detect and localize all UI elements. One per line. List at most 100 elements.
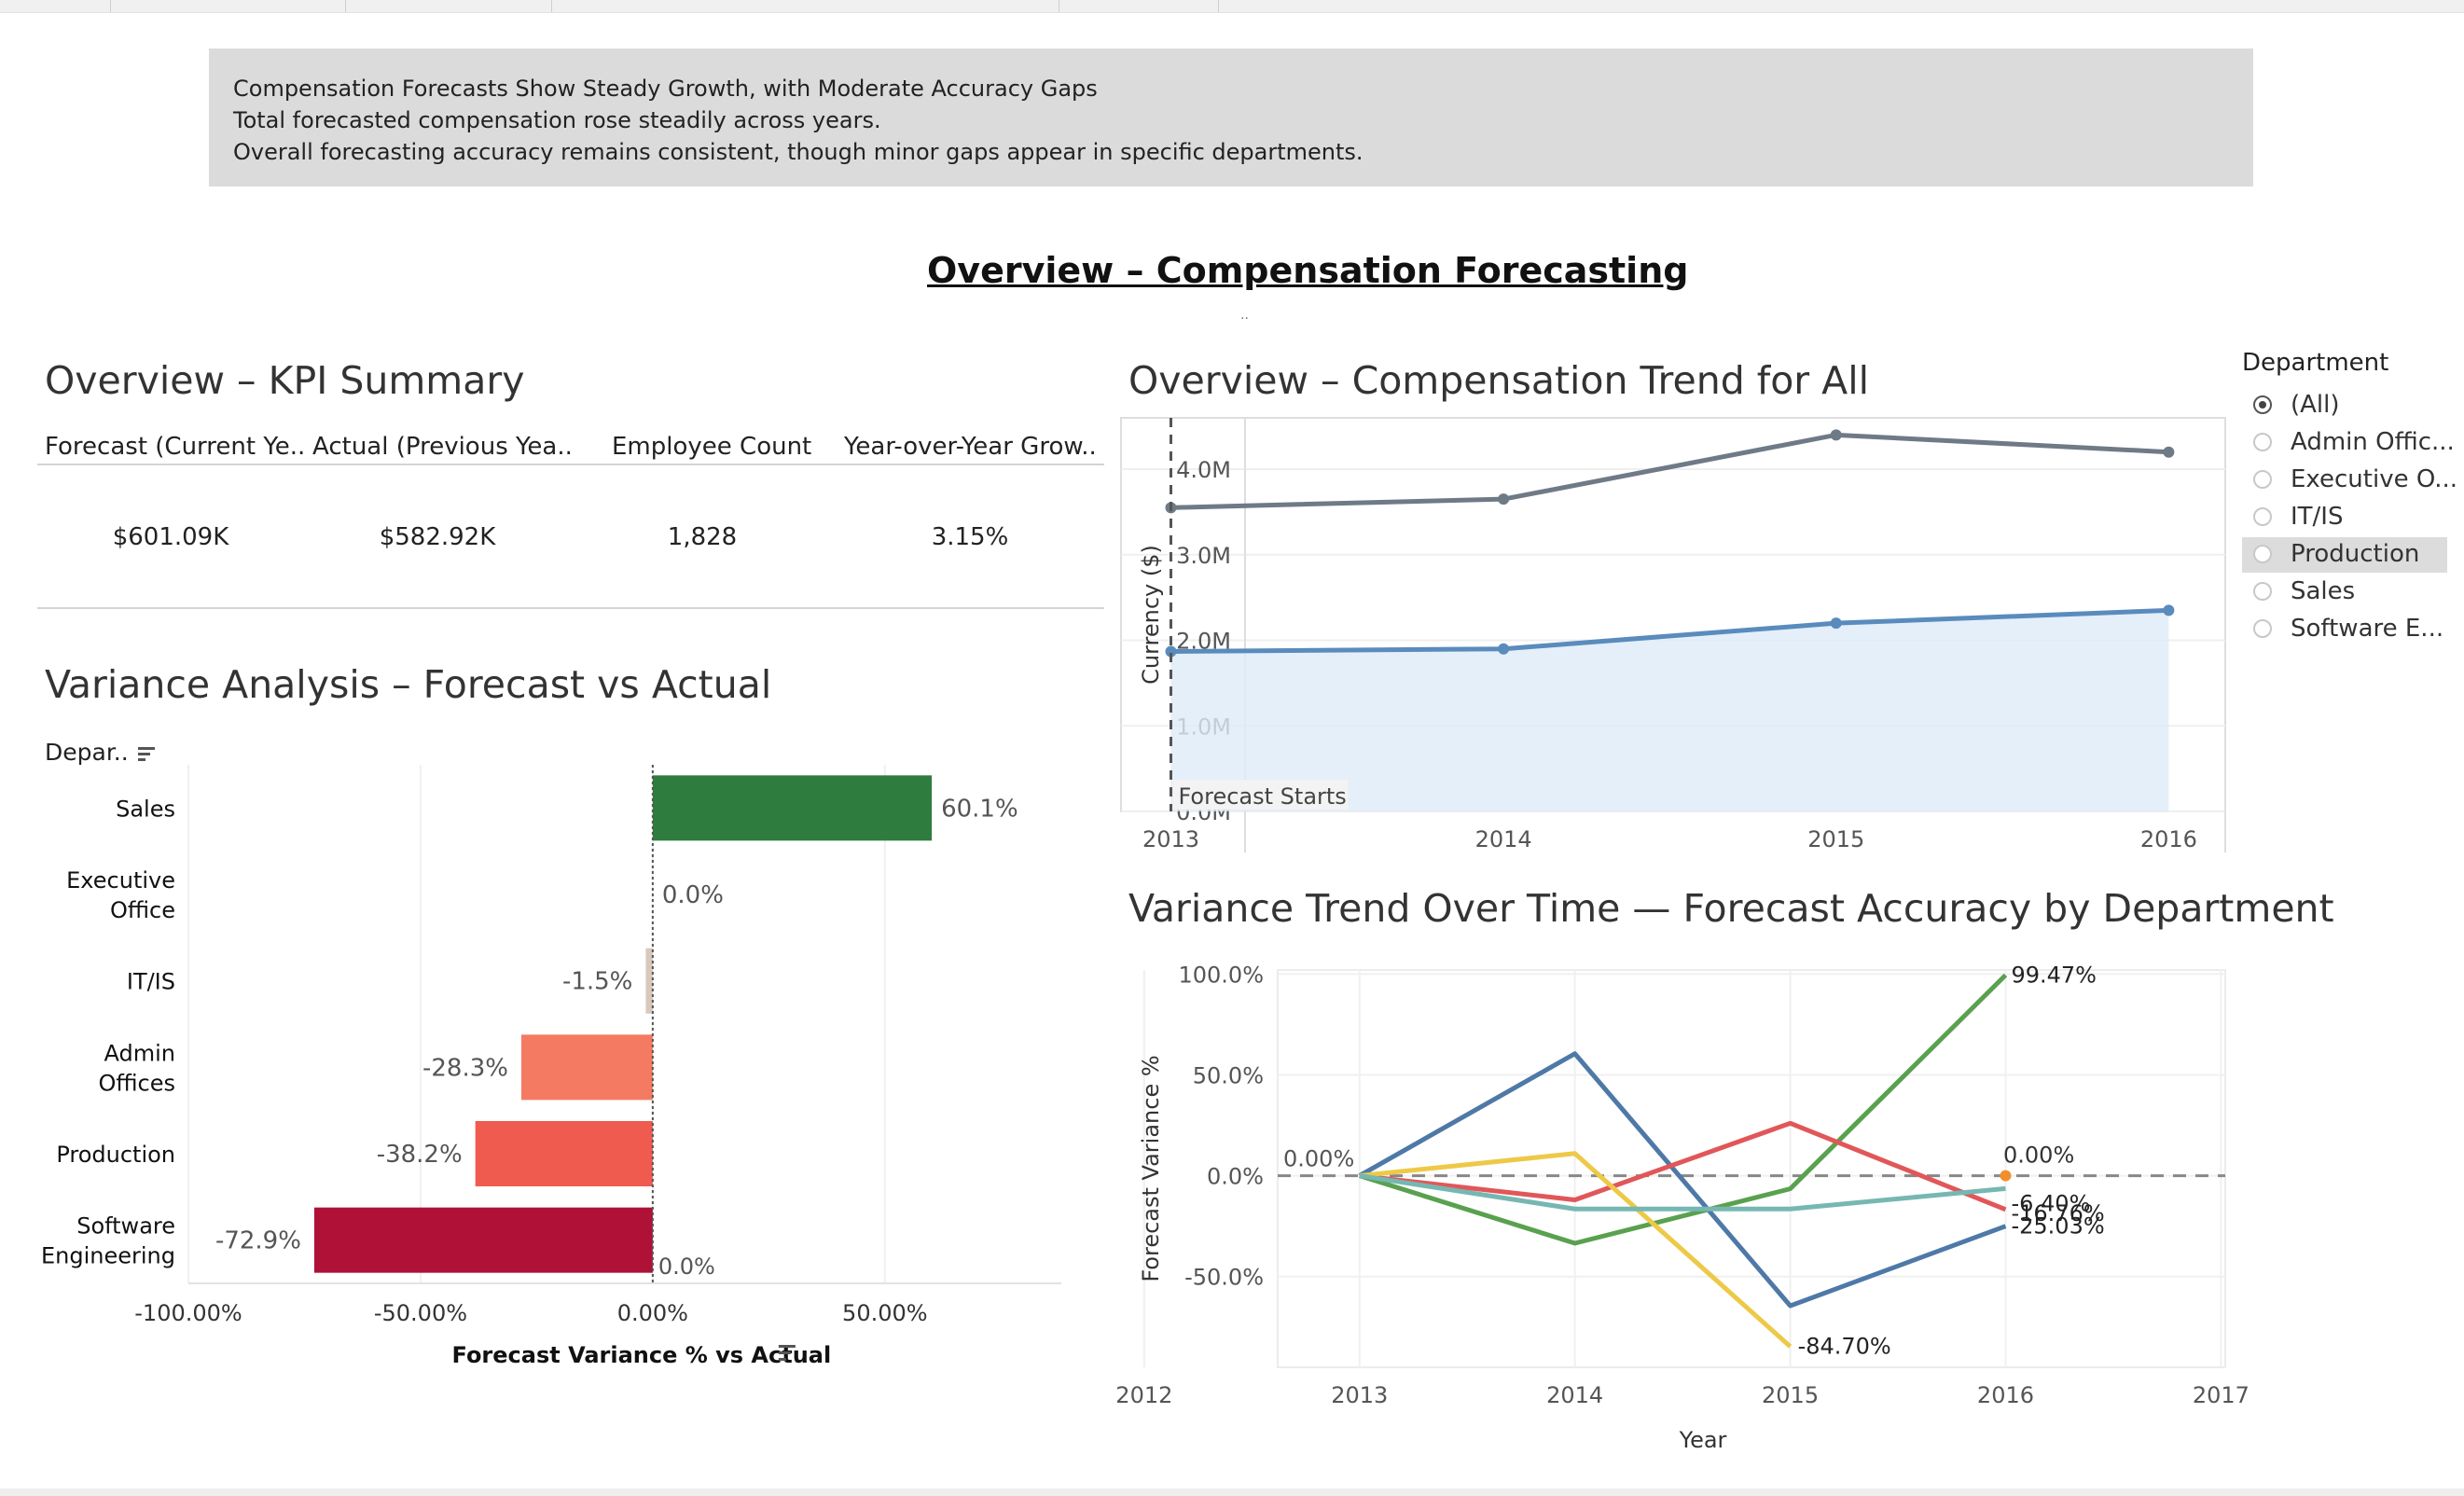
variance-category-label: Sales xyxy=(116,796,175,822)
kpi-header-actual[interactable]: Actual (Previous Yea.. xyxy=(312,433,573,461)
vtrend-series-line xyxy=(1358,1051,2007,1309)
department-filter-label: IT/IS xyxy=(2291,503,2344,531)
trend-point xyxy=(1165,645,1177,658)
vtrend-y-axis-title: Forecast Variance % xyxy=(1138,1055,1164,1281)
kpi-section-title: Overview – KPI Summary xyxy=(45,358,525,403)
variance-category-label: Executive xyxy=(66,867,175,893)
variance-bar-label: -72.9% xyxy=(215,1227,301,1255)
department-filter-option[interactable]: Production xyxy=(2242,537,2447,573)
vtrend-series-line xyxy=(1359,1173,2006,1212)
kpi-header-forecast[interactable]: Forecast (Current Ye.. xyxy=(45,433,306,461)
variance-bar xyxy=(652,775,933,841)
sort-icon xyxy=(778,1351,791,1354)
radio-button-icon[interactable] xyxy=(2253,470,2272,489)
vtrend-x-axis-title: Year xyxy=(1679,1427,1727,1453)
summary-line: Total forecasted compensation rose stead… xyxy=(233,107,881,133)
radio-button-icon[interactable] xyxy=(2253,619,2272,638)
vtrend-zero-label: 0.00% xyxy=(1283,1146,1354,1172)
variance-category-label: Admin xyxy=(104,1040,176,1066)
trend-x-tick-label: 2016 xyxy=(2140,826,2197,852)
trend-section-title: Overview – Compensation Trend for All xyxy=(1128,358,1870,403)
department-filter-option[interactable]: Executive O... xyxy=(2242,463,2457,498)
trend-y-tick-label: 3.0M xyxy=(1176,543,1231,569)
variance-category-label: Engineering xyxy=(41,1243,175,1269)
vtrend-x-tick-label: 2013 xyxy=(1331,1382,1388,1408)
vtrend-series-line xyxy=(1359,1120,2007,1212)
variance-bar xyxy=(475,1121,653,1186)
variance-category-label: IT/IS xyxy=(127,969,175,995)
variance-category-label: Office xyxy=(110,897,175,923)
trend-series-line xyxy=(1170,607,2169,654)
trend-point xyxy=(2163,446,2175,458)
kpi-value-actual: $582.92K xyxy=(379,523,496,551)
vtrend-x-tick-label: 2015 xyxy=(1762,1382,1819,1408)
department-filter-option[interactable]: Sales xyxy=(2242,575,2447,610)
kpi-value-yoy-growth: 3.15% xyxy=(931,523,1009,551)
radio-button-icon[interactable] xyxy=(2253,507,2272,526)
sort-icon[interactable] xyxy=(136,744,157,763)
variance-bar-label: -28.3% xyxy=(422,1054,508,1082)
tab-strip xyxy=(0,0,2464,13)
variance-x-axis-title: Forecast Variance % vs Actual xyxy=(452,1342,832,1368)
footer-strip xyxy=(0,1489,2464,1496)
variance-section-title: Variance Analysis – Forecast vs Actual xyxy=(45,662,772,707)
trend-area xyxy=(1170,610,2169,811)
variance-bar-label: 0.0% xyxy=(662,881,724,909)
vtrend-marker xyxy=(2000,1170,2012,1182)
vtrend-series-line xyxy=(1359,1151,1793,1349)
kpi-value-employee-count: 1,828 xyxy=(667,523,738,551)
radio-button-icon[interactable] xyxy=(2253,545,2272,563)
vtrend-x-tick-label: 2016 xyxy=(1977,1382,2034,1408)
variance-reference-label: 0.0% xyxy=(658,1254,715,1280)
dept-column-header[interactable]: Depar.. xyxy=(45,739,157,766)
dept-column-header-label: Depar.. xyxy=(45,739,129,766)
variance-x-tick-label: 0.00% xyxy=(617,1300,688,1326)
forecast-start-label-bg xyxy=(1172,780,1349,810)
vtrend-y-tick-label: 100.0% xyxy=(1178,962,1264,988)
variance-bar-label: -38.2% xyxy=(377,1141,463,1169)
vtrend-x-tick-label: 2012 xyxy=(1115,1382,1172,1408)
radio-button-icon[interactable] xyxy=(2253,433,2272,451)
trend-point xyxy=(1830,429,1842,441)
kpi-header-yoy-growth[interactable]: Year-over-Year Grow.. xyxy=(844,433,1097,461)
sort-icon xyxy=(778,1345,796,1348)
summary-headline: Compensation Forecasts Show Steady Growt… xyxy=(233,76,1098,102)
variance-x-tick-label: 50.00% xyxy=(842,1300,928,1326)
department-filter-option[interactable]: Admin Offic... xyxy=(2242,425,2455,461)
variance-bar xyxy=(645,948,653,1014)
vtrend-end-label: -25.03% xyxy=(2011,1213,2104,1240)
variance-category-label: Offices xyxy=(98,1070,175,1096)
variance-bar xyxy=(313,1207,653,1273)
vtrend-plot-frame xyxy=(1277,969,2226,1368)
department-filter-label: Executive O... xyxy=(2291,465,2458,493)
department-filter-label: Software E... xyxy=(2291,615,2444,643)
department-filter-label: Production xyxy=(2291,540,2420,568)
trend-point xyxy=(2163,604,2175,616)
radio-button-icon[interactable] xyxy=(2253,395,2272,414)
variance-bar xyxy=(520,1034,653,1101)
trend-point xyxy=(1498,493,1510,506)
vtrend-end-label: -84.70% xyxy=(1798,1334,1891,1360)
trend-y-axis-title: Currency ($) xyxy=(1138,545,1164,685)
summary-box: Compensation Forecasts Show Steady Growt… xyxy=(209,48,2253,187)
title-dots: .. xyxy=(1240,308,1249,323)
department-filter-option[interactable]: Software E... xyxy=(2242,612,2447,647)
trend-y-tick-label: 4.0M xyxy=(1176,457,1231,483)
variance-bar-label: -1.5% xyxy=(562,968,632,996)
vtrend-y-tick-label: 0.0% xyxy=(1207,1164,1264,1190)
department-filter-title: Department xyxy=(2242,349,2389,377)
radio-button-icon[interactable] xyxy=(2253,582,2272,601)
department-filter-label: Sales xyxy=(2291,577,2356,605)
vtrend-end-label: -6.40% xyxy=(2011,1190,2090,1216)
kpi-header-employee-count[interactable]: Employee Count xyxy=(612,433,812,461)
trend-point xyxy=(1830,617,1842,630)
variance-category-label: Software xyxy=(76,1213,175,1240)
sort-icon xyxy=(778,1358,786,1361)
trend-series-line xyxy=(1170,432,2169,510)
department-filter-option[interactable]: IT/IS xyxy=(2242,500,2447,535)
department-filter-label: Admin Offic... xyxy=(2291,428,2455,456)
department-filter-label: (All) xyxy=(2291,391,2340,419)
department-filter-option[interactable]: (All) xyxy=(2242,388,2447,423)
trend-x-tick-label: 2015 xyxy=(1807,826,1864,852)
